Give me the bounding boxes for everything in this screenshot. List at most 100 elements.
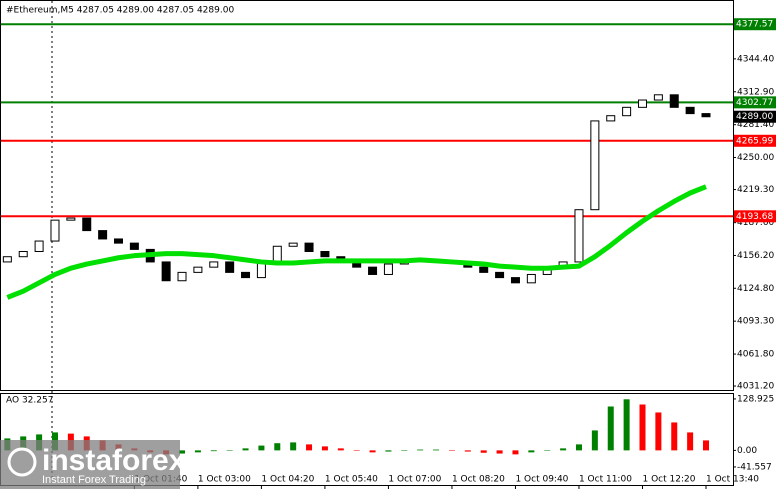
candle (653, 94, 663, 101)
y-tick-label: 4344.40 (737, 54, 774, 64)
candle (368, 266, 378, 275)
candle (526, 273, 536, 284)
watermark-subtext: Instant Forex Trading (42, 474, 146, 486)
candle (2, 256, 12, 263)
ao-bar (306, 444, 313, 451)
watermark: instaforex Instant Forex Trading (0, 440, 186, 489)
y-tick-label: 4093.30 (737, 317, 774, 327)
ao-bar (353, 450, 360, 451)
price-tag (734, 110, 776, 123)
candle (320, 250, 330, 258)
level-label: 4193.68 (736, 212, 773, 222)
level-tag (734, 18, 776, 31)
y-tick-label: 4187.60 (737, 218, 774, 228)
ao-bar (321, 446, 328, 451)
x-tick-label: 1 Oct 08:20 (452, 475, 505, 485)
candle (510, 277, 520, 284)
y-tick-label: 4219.30 (737, 185, 774, 195)
candle (114, 238, 124, 244)
ao-bar (480, 450, 487, 453)
ao-bar (623, 399, 630, 451)
y-tick-label: 4061.80 (737, 350, 774, 360)
y-tick-label: 4281.40 (737, 120, 774, 130)
ao-bar (448, 450, 455, 451)
candle (288, 242, 298, 247)
candle (129, 242, 139, 250)
ao-bar (607, 406, 614, 451)
ao-bar (687, 432, 694, 451)
ao-bar (417, 449, 424, 451)
ao-bar (337, 448, 344, 451)
ao-bar (655, 412, 662, 451)
x-tick-label: 1 Oct 12:20 (642, 475, 695, 485)
candle (161, 261, 171, 282)
candle (50, 219, 60, 242)
ao-bar (544, 450, 551, 451)
level-label: 4265.99 (736, 136, 773, 146)
x-tick-label: 1 Oct 05:40 (325, 475, 378, 485)
candle (637, 99, 647, 108)
candle (495, 271, 505, 279)
candle (590, 120, 600, 211)
ao-bar (560, 448, 567, 451)
candle (669, 94, 679, 108)
candle (701, 113, 711, 118)
candle (304, 242, 314, 252)
candle (272, 245, 282, 263)
candle (225, 261, 235, 273)
y-tick-label: 4124.80 (737, 284, 774, 294)
ao-bar (290, 442, 297, 451)
ao-bar (496, 450, 503, 454)
watermark-logo (7, 447, 37, 477)
x-tick-label: 1 Oct 04:20 (261, 475, 314, 485)
x-tick-label: 1 Oct 03:00 (198, 475, 251, 485)
candle (18, 250, 28, 258)
ao-bar (671, 422, 678, 451)
level-label: 4377.57 (736, 20, 773, 30)
x-tick-label: 1 Oct 09:40 (515, 475, 568, 485)
x-tick-label: 1 Oct 13:40 (706, 475, 759, 485)
ao-bar (242, 448, 249, 451)
candle (241, 271, 251, 279)
ao-bar (369, 450, 376, 453)
candle (193, 266, 203, 273)
y-tick-label: 4031.20 (737, 382, 774, 392)
ao-bar (512, 450, 519, 455)
ao-bar (639, 404, 646, 451)
chart-title: #Ethereum,M5 4287.05 4289.00 4287.05 428… (6, 6, 234, 16)
candle (606, 115, 616, 122)
candle (479, 266, 489, 273)
y-tick-label: -41.557 (737, 462, 772, 472)
ao-bar (274, 443, 281, 451)
candle (98, 230, 108, 240)
level-tag (734, 210, 776, 223)
ao-bar (703, 440, 710, 451)
candle (66, 217, 76, 221)
level-tag (734, 134, 776, 147)
ao-bar (258, 445, 265, 451)
candle (209, 261, 219, 268)
ao-bar (591, 430, 598, 451)
ao-bar (179, 450, 186, 454)
ao-bar (464, 450, 471, 452)
x-tick-label: 1 Oct 07:00 (388, 475, 441, 485)
y-tick-label: 4156.20 (737, 251, 774, 261)
candle (82, 217, 92, 232)
level-label: 4302.77 (736, 98, 773, 108)
ao-bar (385, 450, 392, 452)
ao-bar (210, 450, 217, 452)
candle (622, 106, 632, 117)
price-label: 4289.00 (736, 112, 773, 122)
candle (177, 271, 187, 282)
price-panel (0, 0, 734, 391)
candle (574, 209, 584, 263)
watermark-bg (0, 440, 180, 489)
y-tick-label: 128.925 (737, 394, 774, 404)
y-tick-label: 0.00 (737, 446, 757, 456)
ao-bar (194, 450, 201, 453)
ao-bar (433, 449, 440, 451)
ao-bar (575, 444, 582, 451)
x-tick-label: 1 Oct 11:00 (579, 475, 632, 485)
watermark-text: instaforex (42, 444, 186, 477)
moving-average (6, 184, 707, 300)
